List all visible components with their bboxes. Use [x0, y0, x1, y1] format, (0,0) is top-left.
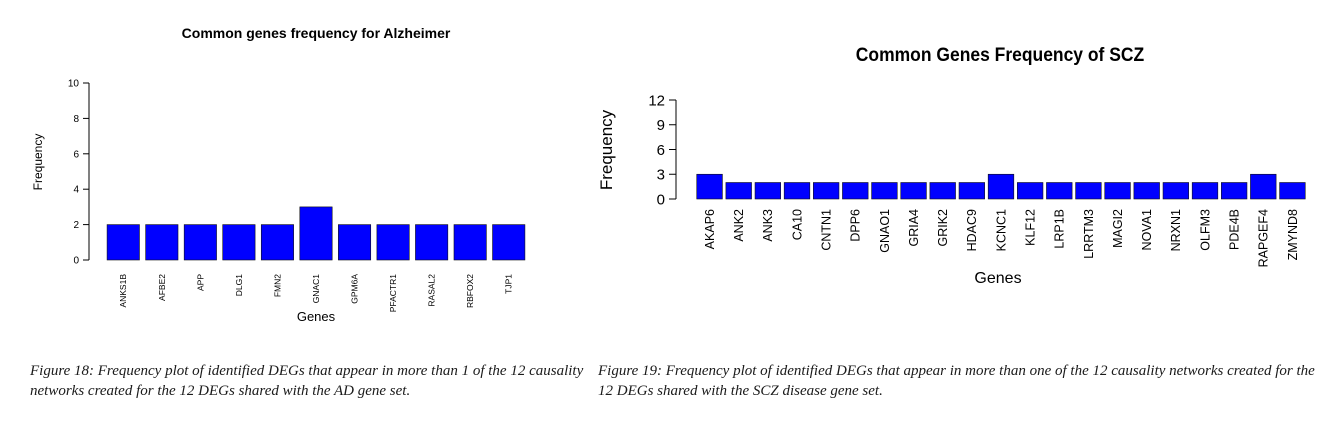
x-tick-label: CA10 [790, 209, 804, 240]
y-tick-label: 10 [68, 79, 80, 90]
bar [1191, 182, 1219, 200]
bar [696, 173, 723, 200]
x-tick-label: LRRTM3 [1082, 209, 1096, 259]
bar [1221, 182, 1248, 200]
x-tick-label: AKAP6 [703, 209, 717, 249]
bar [842, 182, 869, 200]
bar [183, 224, 217, 261]
x-tick-label: RASAL2 [427, 274, 437, 307]
y-tick-label: 6 [73, 149, 79, 160]
x-tick-label: KCNC1 [994, 209, 1008, 251]
scz-frequency-chart: Common Genes Frequency of SCZ Frequency … [595, 0, 1343, 340]
bar [376, 224, 410, 261]
bar [900, 182, 927, 200]
y-axis-label: Frequency [597, 109, 616, 190]
bar [453, 224, 487, 261]
bar [338, 224, 372, 261]
x-axis-label: Genes [297, 309, 336, 324]
x-tick-label: FMN2 [272, 274, 282, 297]
chart-title: Common genes frequency for Alzheimer [182, 25, 451, 41]
x-tick-label: DPP6 [849, 209, 863, 242]
x-tick-label: RBFOX2 [465, 274, 475, 308]
bar [1162, 182, 1189, 200]
bar [987, 173, 1015, 200]
bar [145, 224, 179, 261]
x-tick-label: MAGI2 [1111, 209, 1125, 248]
x-tick-label: GRIK2 [936, 209, 950, 247]
y-tick-label: 4 [73, 185, 79, 196]
y-tick-label: 8 [73, 114, 79, 125]
figure-19-caption: Figure 19: Frequency plot of identified … [598, 363, 1315, 399]
y-tick-label: 0 [657, 191, 665, 208]
figure-18-caption: Figure 18: Frequency plot of identified … [30, 363, 584, 399]
bar [958, 182, 985, 200]
bar [725, 182, 752, 200]
x-tick-label: DLG1 [234, 274, 244, 296]
bar [1017, 182, 1044, 200]
x-tick-label: RAPGEF4 [1257, 209, 1271, 267]
x-tick-label: GNAC1 [311, 274, 321, 304]
x-tick-label: GNAO1 [878, 209, 892, 253]
x-tick-label: CNTN1 [820, 209, 834, 251]
x-tick-label: AFBE2 [157, 274, 167, 301]
y-tick-label: 12 [648, 92, 665, 109]
x-tick-label: ANK3 [761, 209, 775, 242]
x-tick-label: ANKS1B [118, 274, 128, 308]
bar [929, 182, 956, 200]
scz-chart-svg: Common Genes Frequency of SCZ Frequency … [597, 43, 1306, 287]
x-axis-label: Genes [974, 270, 1021, 287]
x-tick-label: PFACTR1 [388, 274, 398, 313]
bars-group [106, 206, 526, 261]
bar [1279, 182, 1306, 200]
x-tick-label: APP [195, 274, 205, 291]
x-tick-label: PDE4B [1228, 209, 1242, 250]
y-axis-label: Frequency [31, 134, 45, 191]
x-tick-label: GPM6A [350, 274, 360, 304]
y-tick-label: 2 [73, 220, 79, 231]
x-tick-label: ZMYND8 [1286, 209, 1300, 260]
bar [299, 206, 333, 261]
bar [106, 224, 140, 261]
bar [222, 224, 256, 261]
bar [783, 182, 811, 200]
chart-title: Common Genes Frequency of SCZ [856, 43, 1144, 65]
bar [1075, 182, 1102, 200]
bar [1250, 173, 1277, 200]
x-tick-label: ANK2 [732, 209, 746, 242]
y-tick-label: 0 [73, 256, 79, 267]
y-tick-label: 3 [657, 167, 665, 184]
bar [492, 224, 526, 261]
bar [1133, 182, 1160, 200]
x-tick-label: LRP1B [1053, 209, 1067, 249]
y-axis: 0 3 6 9 12 [648, 92, 677, 208]
bars-group [696, 173, 1306, 200]
bar [754, 182, 781, 200]
bar [871, 182, 898, 200]
alzheimer-chart-svg: Common genes frequency for Alzheimer Fre… [31, 25, 526, 324]
y-axis: 0 2 4 6 8 10 [68, 79, 90, 267]
x-tick-label: GRIA4 [907, 209, 921, 247]
y-tick-label: 9 [657, 117, 665, 134]
alzheimer-frequency-chart: Common genes frequency for Alzheimer Fre… [0, 0, 600, 340]
x-tick-label: NOVA1 [1140, 209, 1154, 250]
x-tick-label: TJP1 [504, 274, 514, 294]
bar [1104, 182, 1131, 200]
x-tick-label: NRXN1 [1169, 209, 1183, 251]
bar [260, 224, 294, 261]
x-tick-labels: AKAP6 ANK2 ANK3 CA10 CNTN1 DPP6 GNAO1 GRIA4 GRIK… [703, 209, 1300, 267]
y-tick-label: 6 [657, 142, 665, 159]
bar [415, 224, 449, 261]
bar [813, 182, 840, 200]
x-tick-label: HDAC9 [965, 209, 979, 251]
bar [1046, 182, 1073, 200]
x-tick-label: OLFM3 [1198, 209, 1212, 251]
x-tick-label: KLF12 [1024, 209, 1038, 246]
x-tick-labels: ANKS1B AFBE2 APP DLG1 FMN2 GNAC1 GPM6A PFACTR1 R… [118, 274, 513, 313]
